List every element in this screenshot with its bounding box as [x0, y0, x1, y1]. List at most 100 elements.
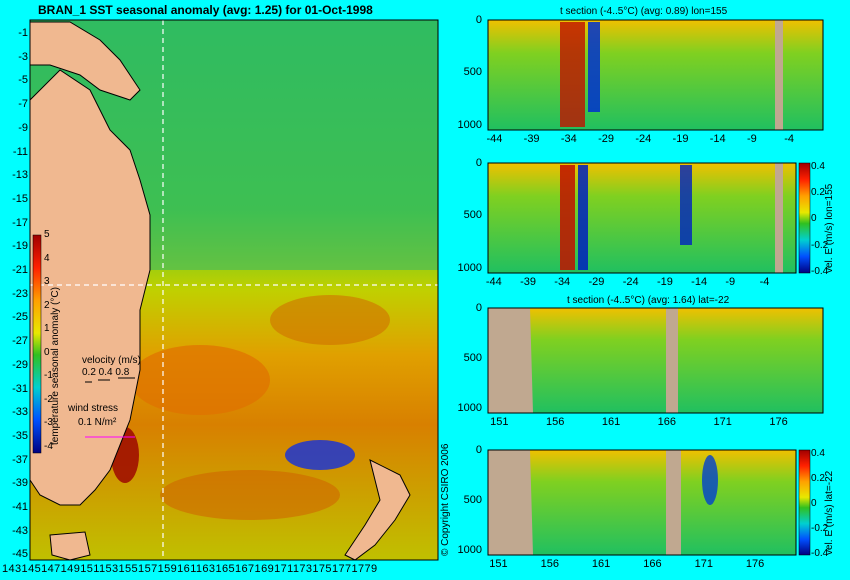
panel-2-warm-band	[560, 165, 575, 270]
panel-2-x-tick: -44	[485, 276, 502, 288]
latitude-tick-label: -7	[18, 98, 28, 111]
panel-2-cold-band	[578, 165, 588, 270]
latitude-tick-label: -45	[12, 548, 28, 561]
panel-2-colorbar-label: vel. E (m/s) lon=155	[824, 183, 835, 273]
velocity-key	[85, 377, 135, 438]
panel-4-colorbar-tick: 0.4	[811, 448, 825, 459]
panel-4-colorbar-tick: 0	[811, 498, 817, 509]
panel-1-x-tick: -4	[784, 133, 794, 145]
map-title: BRAN_1 SST seasonal anomaly (avg: 1.25) …	[38, 3, 373, 17]
panel-1-field	[488, 20, 823, 130]
panel-4-colorbar-tick: -0.4	[811, 548, 829, 559]
panel-2-x-tick: -34	[554, 276, 571, 288]
panel-2-colorbar-tick: -0.4	[811, 265, 829, 277]
australia-landmass	[29, 69, 151, 506]
panel-1-x-tick: -44	[486, 133, 503, 145]
panel-2-land-mask	[775, 163, 783, 273]
panel-4-x-tick: 171	[694, 558, 713, 570]
panel-4-y-tick: 0	[475, 444, 482, 456]
tasmania-landmass	[49, 531, 91, 561]
panel-3-title: t section (-4..5°C) (avg: 1.64) lat=-22	[567, 295, 730, 306]
panel-1-title: t section (-4..5°C) (avg: 0.89) lon=155	[560, 6, 728, 17]
temperature-colorbar-tick: 0	[44, 346, 50, 358]
wind-stress-label: wind stress	[68, 403, 119, 414]
panel-2-x-tick: -9	[725, 276, 736, 288]
panel-3-x-tick: 156	[546, 416, 565, 428]
panel-2-x-tick: -14	[691, 276, 708, 288]
latitude-tick-label: -43	[12, 524, 28, 537]
panel-4-land-mask	[488, 450, 533, 555]
latitude-tick-label: -13	[12, 169, 28, 182]
panel-1-x-tick: -9	[747, 133, 757, 145]
panel-2-x-tick: -4	[759, 276, 770, 288]
panel-2-colorbar-tick: 0.4	[811, 161, 825, 172]
panel-3-land-mask	[488, 308, 533, 413]
latitude-tick-label: -39	[12, 477, 28, 490]
latitude-tick-label: -41	[12, 501, 28, 513]
panel-2-colorbar-tick: 0.2	[811, 187, 825, 199]
panel-1-x-tick: -34	[560, 133, 577, 145]
panel-4-y-tick: 1000	[457, 544, 482, 556]
temperature-colorbar-tick: 4	[44, 252, 50, 264]
temperature-colorbar-tick: 1	[44, 323, 50, 334]
panel-1-x-tick: -39	[523, 133, 540, 145]
section-panel-1	[487, 19, 824, 131]
panel-4-x-tick: 156	[540, 558, 559, 570]
section-panel-4	[487, 449, 811, 556]
panel-2-cold-band	[680, 165, 692, 245]
panel-3-x-tick: 151	[490, 416, 509, 428]
panel-3-y-tick: 0	[475, 302, 482, 314]
velocity-key-label: velocity (m/s)	[82, 355, 141, 366]
panel-4-land-mask	[666, 450, 681, 555]
panel-3-x-tick: 176	[769, 416, 788, 428]
anomaly-warm-patch	[270, 295, 390, 345]
velocity-key-scale: 0.2 0.4 0.8	[82, 367, 130, 378]
panel-4-x-tick: 166	[643, 558, 662, 570]
latitude-tick-label: -33	[12, 406, 28, 419]
temperature-colorbar-tick: -3	[44, 417, 53, 428]
latitude-tick-label: -1	[18, 27, 28, 39]
sst-map	[29, 19, 439, 561]
longitude-labels: 1431451471491511531551571591611631651671…	[2, 563, 378, 575]
anomaly-warm-patch	[160, 470, 340, 520]
panel-1-x-tick: -14	[709, 133, 726, 145]
panel-1-x-tick: -29	[598, 133, 615, 145]
latitude-tick-label: -15	[12, 192, 28, 205]
panel-1-y-tick: 0	[475, 14, 482, 26]
panel-1-y-tick: 1000	[457, 118, 482, 131]
panel-4-colorbar	[798, 449, 811, 556]
panel-3-land-mask	[666, 308, 678, 413]
panel-2-y-tick: 0	[475, 157, 482, 169]
panel-2-colorbar-tick: 0	[811, 213, 817, 225]
panel-2-x-tick: -24	[622, 276, 639, 288]
panel-4-colorbar-label: vel. E (m/s) lat=-22	[824, 470, 835, 555]
temperature-colorbar-tick: -1	[44, 370, 53, 381]
panel-2-colorbar	[798, 162, 811, 274]
new-guinea-landmass	[29, 21, 141, 101]
panel-1-x-tick: -19	[672, 133, 689, 145]
temperature-colorbar-label: temperature seasonal anomaly (°C)	[50, 287, 61, 445]
panel-4-x-tick: 176	[745, 558, 765, 570]
panel-3-x-tick: 166	[657, 416, 677, 428]
latitude-tick-label: -19	[12, 240, 28, 253]
panel-2-y-tick: 500	[463, 209, 482, 222]
panel-3-x-tick: 161	[601, 416, 621, 428]
latitude-tick-label: -35	[12, 429, 28, 442]
latitude-tick-label: -23	[12, 287, 28, 300]
temperature-colorbar-tick: 5	[44, 229, 50, 240]
panel-1-cold-band	[588, 22, 600, 112]
panel-1-x-tick: -24	[635, 133, 652, 145]
latitude-tick-label: -17	[12, 216, 28, 229]
panel-4-frame	[487, 449, 797, 556]
section-panel-3	[487, 307, 824, 414]
anomaly-cold-patch	[285, 440, 355, 470]
panel-3-frame	[487, 307, 824, 414]
panel-4-y-tick: 500	[463, 494, 482, 506]
section-panel-2	[487, 162, 811, 274]
panel-2-field	[488, 163, 796, 273]
latitude-tick-label: -9	[18, 121, 28, 134]
panel-3-y-tick: 500	[463, 352, 482, 364]
temperature-colorbar-tick: -2	[44, 393, 53, 405]
temperature-colorbar	[32, 234, 42, 454]
